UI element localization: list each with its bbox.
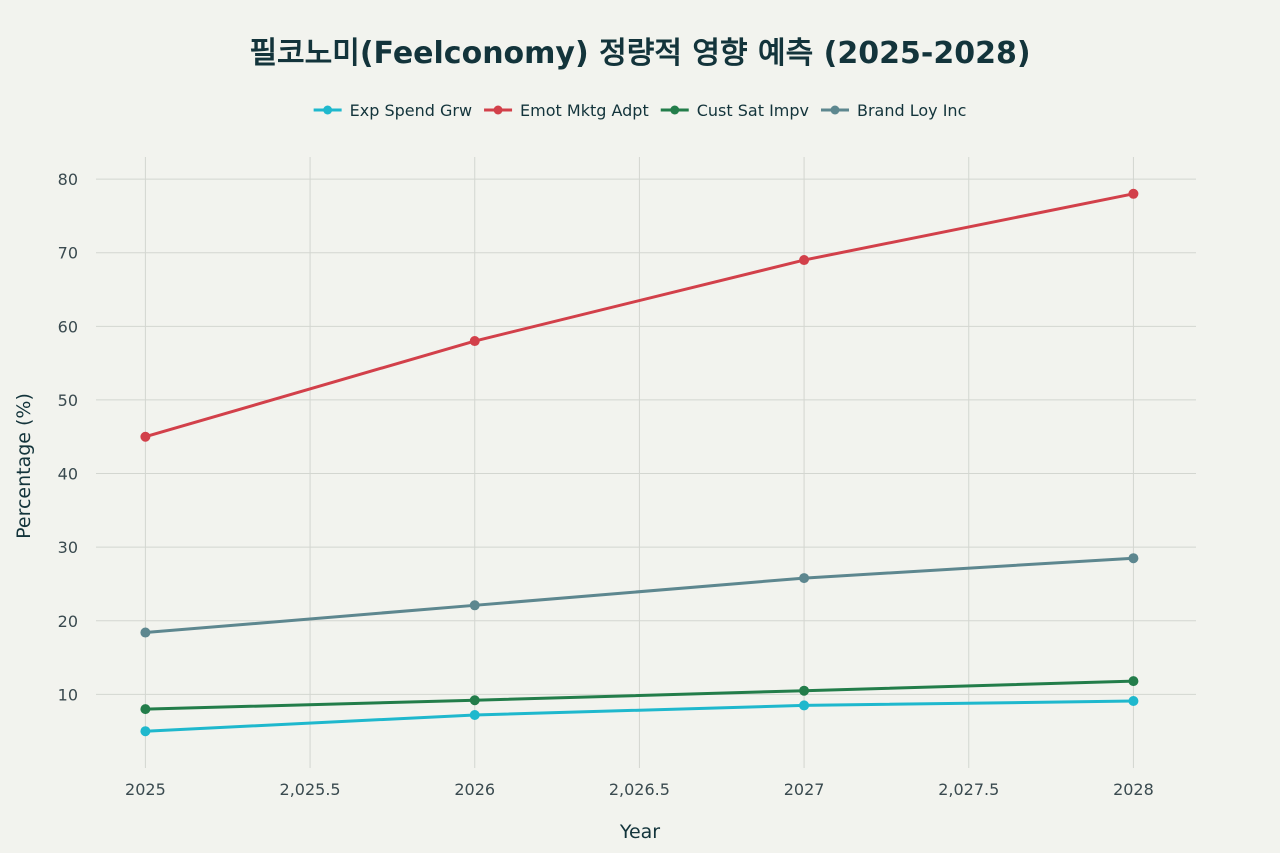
chart-title: 필코노미(Feelconomy) 정량적 영향 예측 (2025-2028)	[249, 36, 1030, 71]
data-point	[1128, 696, 1139, 707]
y-tick-label: 50	[58, 391, 78, 410]
data-point	[1128, 676, 1139, 687]
data-point	[799, 685, 810, 696]
x-tick-label: 2,027.5	[938, 780, 999, 799]
series-0	[140, 696, 1139, 737]
data-point	[1128, 188, 1139, 199]
legend-item[interactable]: Brand Loy Inc	[820, 101, 966, 120]
series-group	[140, 188, 1139, 737]
x-tick-label: 2,026.5	[609, 780, 670, 799]
series-line	[143, 556, 1135, 635]
data-point	[799, 700, 810, 711]
x-tick-label: 2027	[784, 780, 825, 799]
legend: Exp Spend Grw Emot Mktg Adpt Cust Sat Impv…	[313, 101, 966, 120]
grid	[96, 157, 1196, 768]
legend-swatch-marker	[493, 105, 503, 115]
x-axis-label: Year	[619, 821, 660, 843]
series-line	[143, 679, 1135, 711]
y-tick-label: 70	[58, 244, 78, 263]
data-point	[140, 704, 151, 715]
legend-label: Cust Sat Impv	[697, 101, 809, 120]
legend-swatch-marker	[323, 105, 333, 115]
x-tick-label: 2026	[454, 780, 495, 799]
data-point	[469, 336, 480, 347]
legend-item[interactable]: Cust Sat Impv	[660, 101, 809, 120]
series-2	[140, 676, 1139, 715]
y-tick-label: 30	[58, 538, 78, 557]
legend-label: Exp Spend Grw	[350, 101, 472, 120]
legend-swatch-marker	[670, 105, 680, 115]
data-point	[140, 431, 151, 442]
x-axis-ticks: 2025 2,025.5 2026 2,026.5 2027 2,027.5 2028	[125, 780, 1154, 799]
data-point	[469, 695, 480, 706]
legend-item[interactable]: Exp Spend Grw	[313, 101, 472, 120]
legend-item[interactable]: Emot Mktg Adpt	[484, 101, 649, 120]
data-point	[1128, 553, 1139, 564]
series-3	[140, 553, 1139, 638]
legend-label: Brand Loy Inc	[857, 101, 966, 120]
x-tick-label: 2028	[1113, 780, 1154, 799]
data-point	[799, 255, 810, 266]
y-tick-label: 40	[58, 465, 78, 484]
x-tick-label: 2,025.5	[280, 780, 341, 799]
legend-swatch-marker	[830, 105, 840, 115]
data-point	[799, 573, 810, 584]
y-tick-label: 10	[58, 685, 78, 704]
data-point	[469, 600, 480, 611]
y-axis-ticks: 10 20 30 40 50 60 70 80	[58, 170, 78, 704]
data-point	[469, 709, 480, 720]
data-point	[140, 726, 151, 737]
y-axis-label: Percentage (%)	[13, 393, 35, 539]
data-point	[140, 627, 151, 638]
y-tick-label: 80	[58, 170, 78, 189]
series-line	[143, 192, 1135, 439]
x-tick-label: 2025	[125, 780, 166, 799]
legend-label: Emot Mktg Adpt	[520, 101, 649, 120]
series-1	[140, 188, 1139, 442]
y-tick-label: 60	[58, 317, 78, 336]
series-line	[143, 699, 1135, 733]
y-tick-label: 20	[58, 612, 78, 631]
